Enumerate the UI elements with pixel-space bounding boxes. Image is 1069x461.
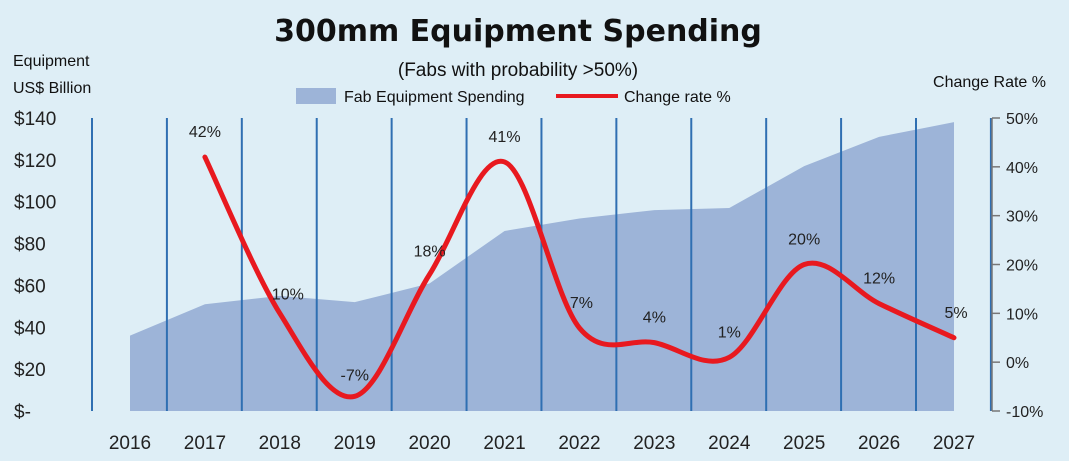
right-tick-label: 50% (1006, 111, 1038, 128)
x-tick-label: 2019 (334, 433, 376, 454)
data-label: 5% (944, 305, 967, 322)
legend-area-label: Fab Equipment Spending (344, 89, 525, 106)
chart-subtitle: (Fabs with probability >50%) (398, 60, 638, 81)
right-tick-label: 40% (1006, 160, 1038, 177)
data-label: 20% (788, 232, 820, 249)
data-label: 18% (414, 243, 446, 260)
right-tick-label: 20% (1006, 258, 1038, 275)
left-tick-label: $- (14, 402, 31, 423)
x-tick-label: 2023 (633, 433, 675, 454)
x-tick-label: 2021 (483, 433, 525, 454)
left-tick-label: $120 (14, 151, 56, 172)
left-tick-label: $20 (14, 360, 46, 381)
x-tick-label: 2022 (558, 433, 600, 454)
legend-area-swatch (296, 88, 336, 104)
x-tick-label: 2020 (408, 433, 450, 454)
right-tick-label: 0% (1006, 355, 1029, 372)
right-tick-label: -10% (1006, 404, 1043, 421)
legend-line-label: Change rate % (624, 89, 731, 106)
left-tick-label: $100 (14, 193, 56, 214)
x-tick-label: 2026 (858, 433, 900, 454)
left-tick-label: $60 (14, 276, 46, 297)
x-tick-label: 2016 (109, 433, 151, 454)
data-label: 42% (189, 124, 221, 141)
left-axis-title-line2: US$ Billion (13, 80, 91, 97)
right-tick-label: 10% (1006, 306, 1038, 323)
x-tick-label: 2027 (933, 433, 975, 454)
chart-title: 300mm Equipment Spending (274, 14, 762, 49)
left-tick-label: $80 (14, 235, 46, 256)
left-tick-label: $140 (14, 109, 56, 130)
line-series-change-rate (202, 154, 957, 400)
data-label: 10% (272, 286, 304, 303)
data-label: 41% (489, 129, 521, 146)
x-tick-label: 2017 (184, 433, 226, 454)
x-tick-label: 2018 (259, 433, 301, 454)
x-tick-label: 2025 (783, 433, 825, 454)
x-tick-label: 2024 (708, 433, 751, 454)
left-tick-label: $40 (14, 318, 46, 339)
data-label: -7% (341, 367, 369, 384)
data-label: 12% (863, 271, 895, 288)
right-axis-title: Change Rate % (933, 74, 1046, 91)
data-label: 1% (718, 324, 741, 341)
left-axis-title-line1: Equipment (13, 53, 90, 70)
data-label: 7% (570, 295, 593, 312)
data-label: 4% (643, 310, 666, 327)
right-tick-label: 30% (1006, 209, 1038, 226)
